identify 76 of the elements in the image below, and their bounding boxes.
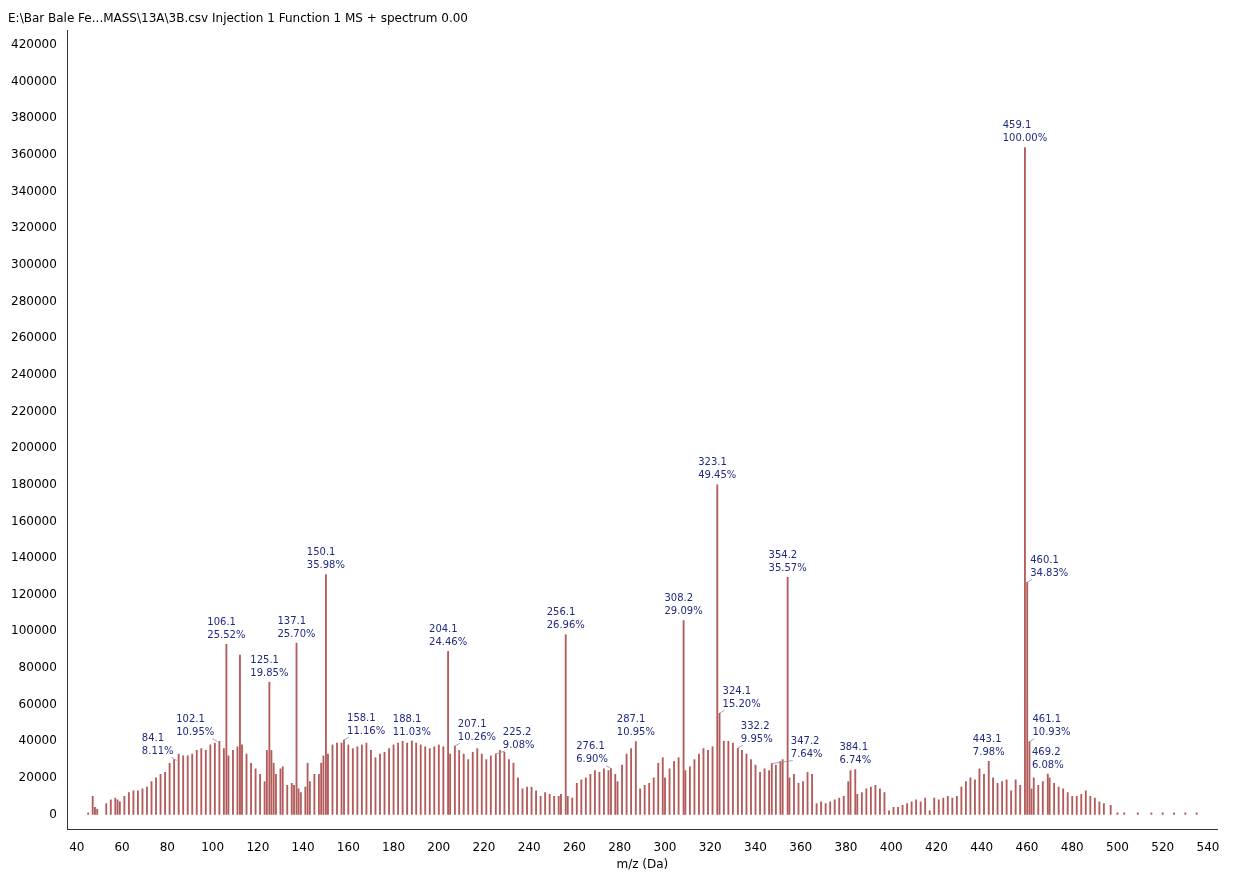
y-tick-label: 20000 <box>18 770 57 785</box>
annotation: 102.1 10.95% <box>176 713 215 738</box>
y-tick-label: 220000 <box>11 403 57 418</box>
annotation: 158.1 11.16% <box>347 711 386 736</box>
x-tick-label: 100 <box>201 839 225 854</box>
x-tick-label: 320 <box>698 839 722 854</box>
x-tick-label: 500 <box>1106 839 1129 854</box>
y-tick-label: 0 <box>49 806 57 821</box>
y-tick-label: 160000 <box>11 513 57 528</box>
annotation: 324.1 15.20% <box>722 684 761 709</box>
annotation: 347.2 7.64% <box>790 735 823 760</box>
x-tick-label: 80 <box>159 839 175 854</box>
x-tick-label: 520 <box>1151 839 1175 854</box>
annotation: 308.2 29.09% <box>664 592 703 617</box>
y-tick-label: 60000 <box>18 696 57 711</box>
annotation: 188.1 11.03% <box>392 712 431 737</box>
x-tick-label: 60 <box>114 839 130 854</box>
x-tick-label: 40 <box>69 839 85 854</box>
annotation: 469.2 6.08% <box>1031 745 1064 770</box>
annotation: 125.1 19.85% <box>250 653 289 678</box>
annotation: 207.1 10.26% <box>457 717 497 742</box>
annotation: 443.1 7.98% <box>972 732 1005 757</box>
x-tick-label: 380 <box>834 839 858 854</box>
y-tick-label: 280000 <box>11 293 57 308</box>
y-tick-label: 340000 <box>11 183 57 198</box>
y-tick-label: 420000 <box>11 37 57 52</box>
annotation: 137.1 25.70% <box>277 614 316 639</box>
x-tick-label: 360 <box>789 839 813 854</box>
x-tick-label: 460 <box>1015 839 1039 854</box>
annotation: 323.1 49.45% <box>698 456 737 481</box>
y-tick-label: 240000 <box>11 366 57 381</box>
x-tick-label: 240 <box>517 839 541 854</box>
y-tick-label: 180000 <box>11 476 57 491</box>
chart-title: E:\Bar Bale Fe...MASS\13A\3B.csv Injection 1 Function 1 MS + spectrum 0.00 <box>8 11 468 26</box>
annotation: 150.1 35.98% <box>306 546 345 571</box>
x-tick-label: 540 <box>1196 839 1220 854</box>
y-tick-label: 200000 <box>11 440 57 455</box>
y-tick-label: 260000 <box>11 330 57 345</box>
x-tick-label: 160 <box>336 839 360 854</box>
annotation: 106.1 25.52% <box>207 615 246 640</box>
y-tick-label: 140000 <box>11 550 57 565</box>
annotation: 460.1 34.83% <box>1030 553 1069 578</box>
y-tick-label: 300000 <box>11 257 57 272</box>
y-tick-label: 320000 <box>11 220 57 235</box>
x-tick-label: 440 <box>970 839 994 854</box>
x-tick-label: 280 <box>608 839 632 854</box>
annotation: 354.2 35.57% <box>768 548 807 573</box>
x-tick-label: 340 <box>744 839 767 854</box>
x-tick-label: 300 <box>653 839 677 854</box>
x-tick-label: 120 <box>246 839 270 854</box>
x-tick-label: 220 <box>472 839 496 854</box>
y-tick-label: 400000 <box>11 73 57 88</box>
annotation: 461.1 10.93% <box>1032 713 1071 738</box>
annotation: 225.2 9.08% <box>502 725 535 750</box>
annotation: 204.1 24.46% <box>429 623 468 648</box>
x-tick-label: 140 <box>291 839 315 854</box>
x-tick-label: 420 <box>925 839 948 854</box>
x-tick-label: 180 <box>382 839 406 854</box>
annotation: 459.1 100.00% <box>1002 119 1048 144</box>
annotation: 276.1 6.90% <box>576 740 608 765</box>
annotation: 287.1 10.95% <box>616 713 655 738</box>
y-tick-label: 360000 <box>11 147 57 162</box>
x-tick-label: 260 <box>563 839 586 854</box>
annotation: 332.2 9.95% <box>740 719 773 744</box>
annotation: 384.1 6.74% <box>839 741 872 766</box>
x-axis-title: m/z (Da) <box>616 856 669 871</box>
x-tick-label: 480 <box>1060 839 1084 854</box>
y-tick-label: 380000 <box>11 110 57 125</box>
x-tick-label: 400 <box>879 839 903 854</box>
y-tick-label: 120000 <box>11 586 57 601</box>
y-tick-label: 40000 <box>18 733 57 748</box>
annotation: 84.1 8.11% <box>141 732 174 757</box>
x-tick-label: 200 <box>427 839 451 854</box>
annotation: 256.1 26.96% <box>546 606 585 631</box>
y-tick-label: 80000 <box>18 660 57 675</box>
y-tick-label: 100000 <box>11 623 57 638</box>
